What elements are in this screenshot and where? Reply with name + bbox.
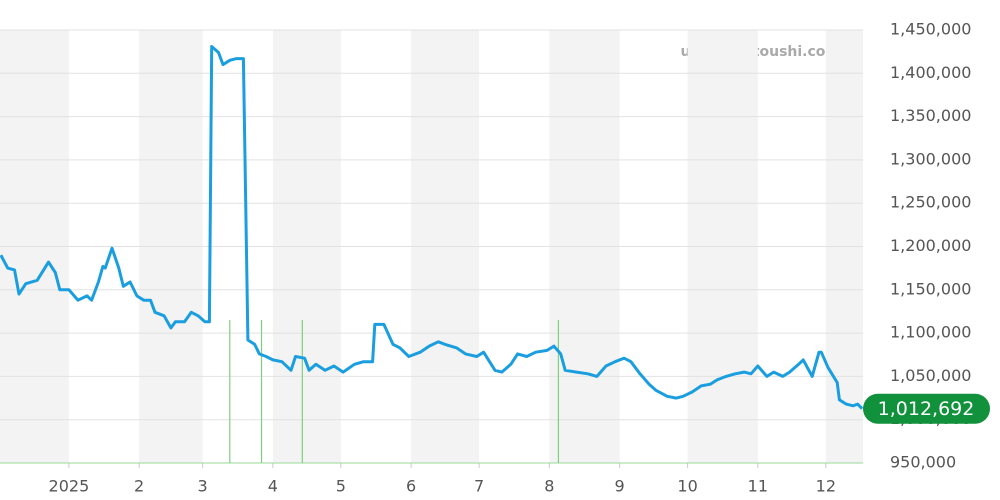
y-tick-label: 1,100,000 [890, 323, 971, 342]
x-tick-label: 2025 [49, 477, 90, 496]
x-tick-label: 7 [474, 477, 484, 496]
x-tick-label: 11 [748, 477, 768, 496]
x-tick-label: 12 [816, 477, 836, 496]
price-line [0, 45, 864, 410]
current-price-badge [863, 393, 990, 424]
y-tick-label: 1,450,000 [890, 20, 971, 39]
current-price-label: 1,012,692 [878, 398, 975, 420]
x-tick-label: 9 [615, 477, 625, 496]
y-tick-label: 1,350,000 [890, 106, 971, 125]
x-tick-label: 5 [336, 477, 346, 496]
y-tick-label: 1,400,000 [890, 63, 971, 82]
x-tick-label: 3 [198, 477, 208, 496]
x-tick-label: 6 [406, 477, 416, 496]
x-tick-label: 10 [677, 477, 697, 496]
y-tick-label: 1,050,000 [890, 366, 971, 385]
y-tick-label: 950,000 [890, 453, 956, 472]
x-tick-label: 4 [268, 477, 278, 496]
y-tick-label: 1,200,000 [890, 236, 971, 255]
x-tick-label: 2 [134, 477, 144, 496]
y-tick-label: 1,250,000 [890, 193, 971, 212]
y-tick-label: 1,150,000 [890, 279, 971, 298]
y-tick-label: 1,300,000 [890, 149, 971, 168]
x-tick-label: 8 [544, 477, 554, 496]
